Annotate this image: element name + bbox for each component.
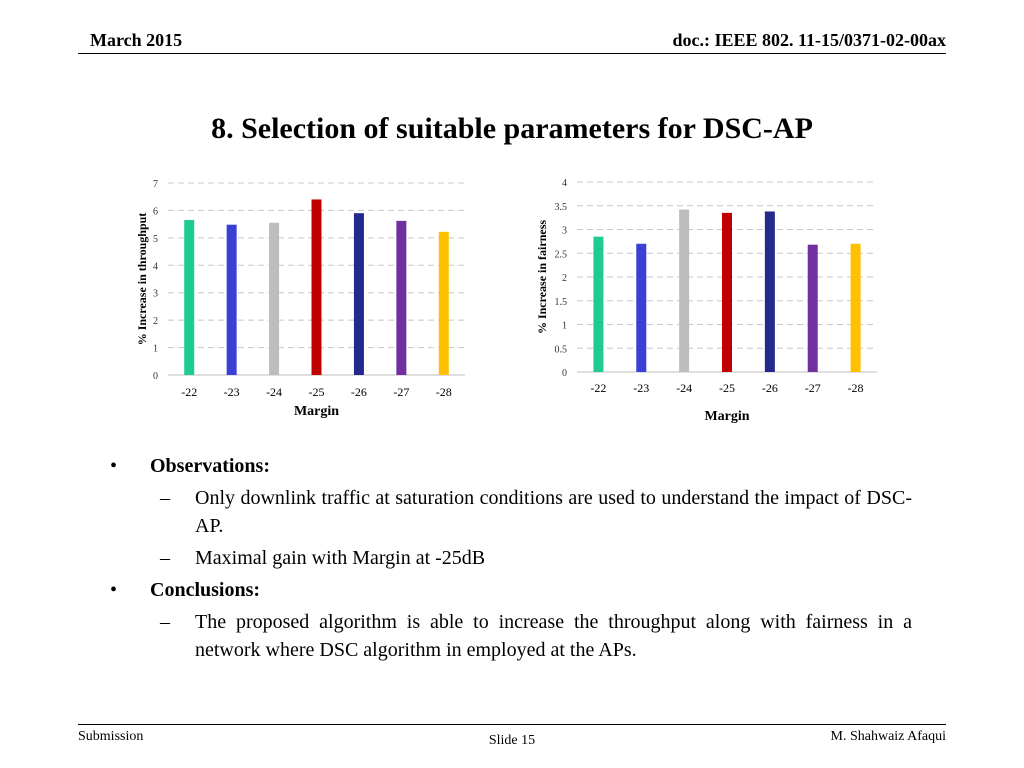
x-tick-label: -28: [436, 385, 452, 399]
sub-bullet-text: Maximal gain with Margin at -25dB: [195, 547, 486, 569]
y-tick-label: 1: [153, 344, 158, 355]
y-tick-label: 1.5: [555, 297, 568, 308]
footer-slide-number: Slide 15: [488, 733, 536, 748]
x-tick-label: -26: [762, 381, 778, 395]
sub-bullet: – The proposed algorithm is able to incr…: [110, 608, 912, 664]
bar--26: [353, 213, 364, 375]
dash-marker: –: [160, 487, 170, 509]
x-tick-label: -22: [590, 381, 606, 395]
bar--22: [184, 220, 195, 375]
fairness-chart: 0 0.5 1 1.5 2 2.5 3 3.5 4 -22 -23 -24 -25 -26 -27 -28 Ma…: [535, 178, 877, 424]
bar--23: [636, 243, 647, 372]
slide-title: 8. Selection of suitable parameters for …: [211, 112, 813, 145]
footer-submission: Submission: [78, 729, 144, 744]
bar--24: [269, 222, 280, 375]
bar--28: [438, 231, 449, 375]
footer-rule: [78, 724, 946, 725]
bar--25: [722, 212, 732, 372]
bullet-observations: • Observations:: [110, 452, 912, 480]
x-tick-label: -22: [181, 385, 197, 399]
throughput-chart: 0 1 2 3 4 5 6 7 -22 -23 -24 -25 -26 -27 -28 Margin % Inc…: [135, 179, 465, 419]
x-tick-label: -25: [309, 385, 325, 399]
bullet-label: Observations:: [150, 455, 270, 477]
x-tick-label: -26: [351, 385, 367, 399]
x-tick-label: -23: [224, 385, 240, 399]
bar--24: [679, 209, 690, 372]
bar--27: [396, 220, 407, 375]
y-axis-label: % Increase in fairness: [535, 220, 549, 334]
bar--26: [764, 211, 775, 372]
y-tick-label: 5: [153, 234, 158, 245]
y-tick-label: 6: [153, 206, 158, 217]
header-rule: [78, 53, 946, 54]
y-tick-label: 1: [562, 321, 567, 332]
x-axis-label: Margin: [294, 404, 339, 419]
y-tick-label: 2: [562, 273, 567, 284]
y-tick-label: 3.5: [555, 202, 568, 213]
x-tick-label: -28: [848, 381, 864, 395]
y-axis-label: % Increase in throughput: [135, 213, 149, 346]
sub-bullet: – Only downlink traffic at saturation co…: [110, 484, 912, 540]
bar--22: [593, 236, 604, 372]
y-tick-label: 2.5: [555, 249, 568, 260]
bullet-list: • Observations: – Only downlink traffic …: [110, 452, 912, 668]
header-doc-id: doc.: IEEE 802. 11-15/0371-02-00ax: [672, 30, 946, 50]
bullet-dot: •: [110, 455, 118, 477]
bullet-label: Conclusions:: [150, 579, 261, 601]
x-tick-label: -24: [266, 385, 282, 399]
footer-author: M. Shahwaiz Afaqui: [830, 729, 946, 744]
y-tick-label: 3: [562, 226, 567, 237]
x-tick-label: -24: [676, 381, 692, 395]
sub-bullet: – Maximal gain with Margin at -25dB: [110, 544, 912, 572]
y-tick-label: 4: [562, 178, 567, 189]
y-tick-label: 3: [153, 289, 158, 300]
y-tick-label: 4: [153, 261, 158, 272]
bullet-conclusions: • Conclusions:: [110, 576, 912, 604]
y-tick-label: 0.5: [555, 344, 568, 355]
y-tick-label: 0: [153, 371, 158, 382]
x-tick-label: -23: [633, 381, 649, 395]
sub-bullet-text: Only downlink traffic at saturation cond…: [195, 487, 912, 537]
y-tick-label: 2: [153, 316, 158, 327]
x-tick-label: -27: [805, 381, 821, 395]
x-axis-label: Margin: [704, 409, 749, 424]
bar--25: [311, 199, 322, 375]
y-tick-label: 0: [562, 368, 567, 379]
bar--28: [850, 243, 861, 372]
bar--23: [226, 224, 237, 375]
dash-marker: –: [160, 611, 170, 633]
header-date: March 2015: [90, 30, 183, 50]
bullet-dot: •: [110, 579, 118, 601]
bar--27: [807, 244, 818, 372]
x-tick-label: -25: [719, 381, 735, 395]
dash-marker: –: [160, 547, 170, 569]
y-tick-label: 7: [153, 179, 158, 190]
sub-bullet-text: The proposed algorithm is able to increa…: [195, 611, 912, 661]
x-tick-label: -27: [393, 385, 409, 399]
